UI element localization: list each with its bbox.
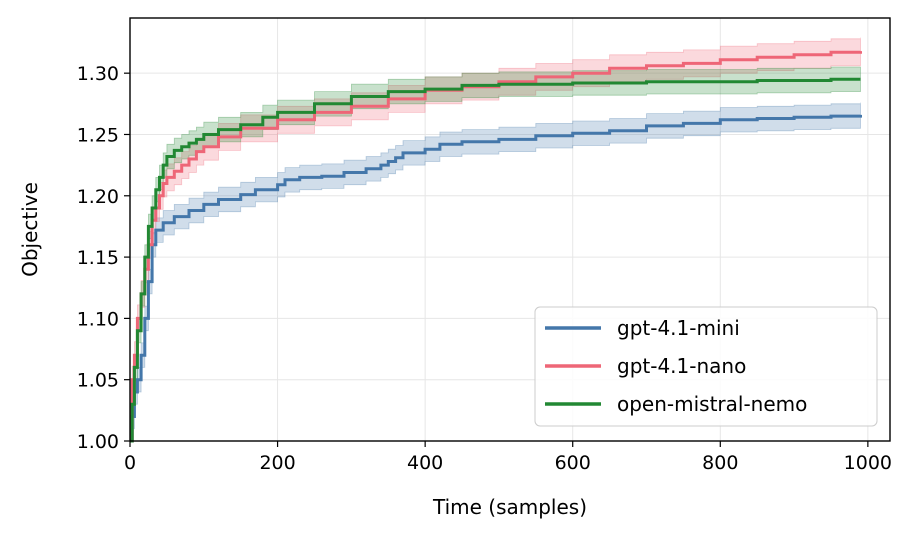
band-gpt-4.1-mini <box>129 102 861 442</box>
legend-box <box>534 306 878 427</box>
legend-label: gpt-4.1-nano <box>617 354 746 378</box>
plot-frame <box>129 17 891 442</box>
y-tick-label: 1.00 <box>77 431 119 453</box>
legend[interactable]: gpt-4.1-mini gpt-4.1-nano open-mistral-nem… <box>534 306 878 427</box>
band-open-mistral-nemo <box>129 66 861 442</box>
x-tick-label: 400 <box>407 452 443 474</box>
y-tick-label: 1.20 <box>77 186 119 208</box>
confidence-bands <box>129 37 861 442</box>
y-tick-label: 1.30 <box>77 63 119 85</box>
legend-label: open-mistral-nemo <box>617 392 807 416</box>
series-line-gpt-4.1-mini <box>130 114 862 443</box>
x-tick-label: 1000 <box>844 452 892 474</box>
y-axis-title: Objective <box>18 182 42 277</box>
legend-label: gpt-4.1-mini <box>617 316 740 340</box>
x-tick-label: 800 <box>702 452 738 474</box>
y-tick-label: 1.05 <box>77 370 119 392</box>
series-line-open-mistral-nemo <box>130 77 861 443</box>
y-tick-label: 1.25 <box>77 124 119 146</box>
x-tick-label: 600 <box>555 452 591 474</box>
x-axis-title: Time (samples) <box>432 495 587 519</box>
band-gpt-4.1-nano <box>129 37 861 442</box>
y-tick-label: 1.10 <box>77 308 119 330</box>
x-tick-label: 0 <box>124 452 136 474</box>
y-tick-label: 1.15 <box>77 247 119 269</box>
series-lines <box>130 50 862 443</box>
axis-ticks: 0 200 400 600 800 1000 1.00 1.05 1.10 1.15 1.20 1.2… <box>77 63 892 474</box>
x-tick-label: 200 <box>259 452 295 474</box>
